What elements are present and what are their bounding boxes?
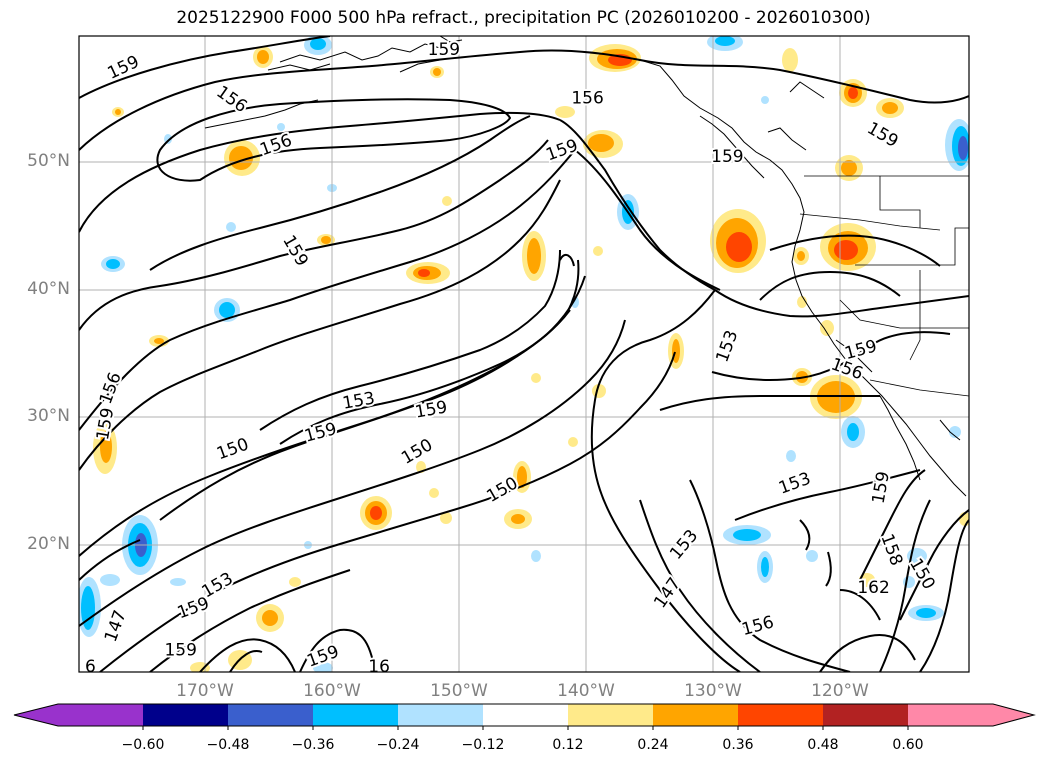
colorbar-segment-5 [483, 704, 568, 726]
colorbar-tick-label-3: −0.24 [376, 737, 420, 753]
contour-label-153-9: 153 [712, 328, 742, 365]
lat-label-50n: 50°N [27, 151, 70, 171]
colorbar-tick-label-4: −0.12 [461, 737, 505, 753]
contour-label-153-14: 153 [341, 388, 376, 413]
map-title: 2025122900 F000 500 hPa refract., precip… [176, 8, 871, 28]
colorbar-segment-0 [58, 704, 143, 726]
contour-label-159-1: 159 [428, 40, 460, 60]
contour-label-159-7: 159 [863, 118, 901, 152]
state-borders [799, 175, 969, 397]
colorbar-tick-label-6: 0.24 [637, 737, 669, 753]
contour-label-159-32: 159 [304, 642, 341, 672]
colorbar-segment-1 [143, 704, 228, 726]
colorbar-segment-9 [823, 704, 908, 726]
contour-label-156-3: 156 [571, 88, 603, 108]
contour-label-159-8: 159 [278, 232, 312, 270]
colorbar-tick-label-5: 0.12 [552, 737, 584, 753]
contour-label-147-27: 147 [650, 574, 685, 612]
contour-label-159-31: 159 [164, 640, 196, 660]
contour-label-159-15: 159 [413, 397, 448, 422]
colorbar-extend-high [993, 704, 1034, 726]
lon-label-120w: 120°W [811, 681, 869, 701]
colorbar-segment-2 [228, 704, 313, 726]
colorbar-tick-label-7: 0.36 [722, 737, 754, 753]
colorbar-segment-3 [313, 704, 398, 726]
colorbar-segment-4 [398, 704, 483, 726]
lat-label-40n: 40°N [27, 279, 70, 299]
contour-label-159-6: 159 [711, 147, 743, 167]
colorbar-tick-label-2: −0.36 [291, 737, 335, 753]
colorbar-tick-label-9: 0.60 [892, 737, 924, 753]
colorbar-segment-10 [908, 704, 993, 726]
lat-label-20n: 20°N [27, 534, 70, 554]
contour-label-153-20: 153 [776, 469, 813, 499]
contour-label-16-33: 16 [368, 657, 390, 677]
contour-label-153-22: 153 [666, 526, 702, 564]
colorbar-tick-label-1: −0.48 [206, 737, 250, 753]
lon-label-140w: 140°W [557, 681, 615, 701]
colorbar [13, 703, 1036, 730]
lat-label-30n: 30°N [27, 406, 70, 426]
coastlines [204, 36, 967, 497]
contour-label-159-5: 159 [543, 136, 580, 166]
plot-frame [78, 35, 970, 673]
contour-label-156-12: 156 [96, 370, 126, 407]
lon-label-170w: 170°W [176, 681, 234, 701]
contour-label-156-4: 156 [257, 130, 294, 160]
colorbar-segment-6 [568, 704, 653, 726]
colorbar-extend-low [14, 704, 58, 726]
contour-label-156-30: 156 [740, 612, 777, 640]
colorbar-outline [13, 703, 1036, 727]
contour-label-162-25: 162 [857, 578, 889, 598]
colorbar-segment-7 [653, 704, 738, 726]
refractivity-contours [79, 36, 969, 672]
colorbar-tick-label-8: 0.48 [807, 737, 839, 753]
lon-label-160w: 160°W [303, 681, 361, 701]
lon-label-150w: 150°W [430, 681, 488, 701]
contour-label-158-23: 158 [876, 531, 906, 568]
contour-label-159-16: 159 [302, 419, 339, 447]
contour-label-159-28: 159 [175, 593, 212, 623]
colorbar-segment-8 [738, 704, 823, 726]
lon-label-130w: 130°W [684, 681, 742, 701]
contour-label-159-21: 159 [869, 470, 894, 505]
contour-label-147-29: 147 [101, 608, 131, 645]
contour-label-6-34: 6 [85, 657, 96, 677]
contour-label-150-17: 150 [214, 434, 251, 464]
colorbar-tick-label-0: −0.60 [121, 737, 165, 753]
